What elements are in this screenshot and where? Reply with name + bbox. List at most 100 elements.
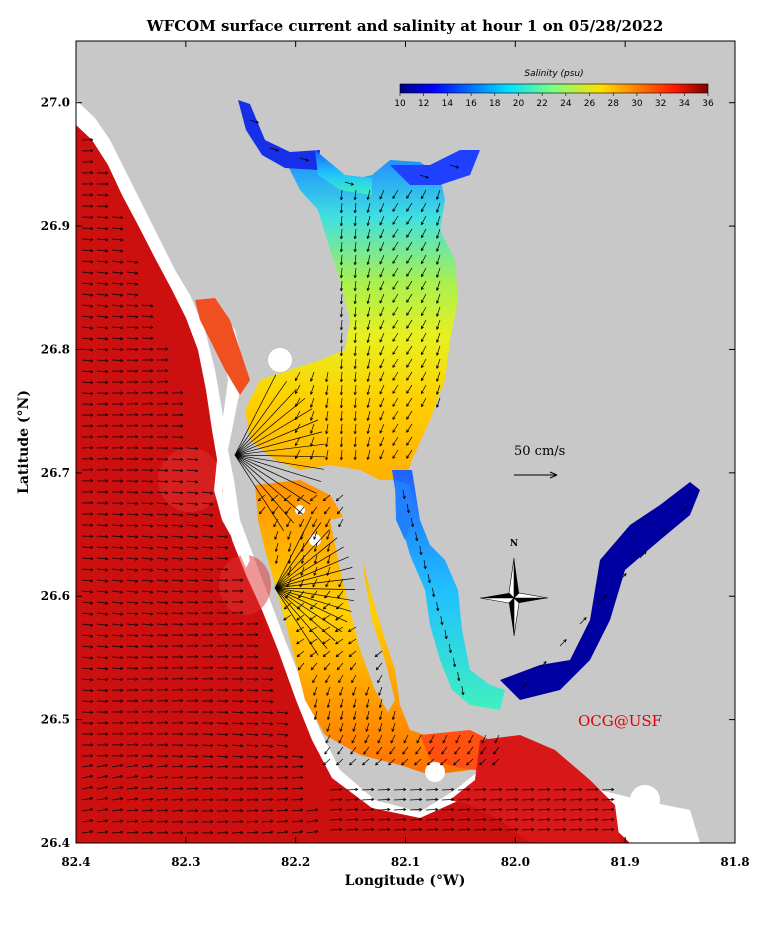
colorbar-tick-label: 36: [702, 99, 714, 109]
current-vector: [231, 798, 244, 802]
current-vector: [81, 763, 94, 768]
current-vector: [409, 787, 423, 792]
estuary-channel: [395, 480, 414, 540]
current-vector: [126, 424, 139, 428]
current-vector: [141, 721, 154, 725]
current-vector: [274, 587, 356, 590]
current-vector: [392, 410, 399, 420]
current-vector: [157, 347, 169, 351]
current-vector: [81, 315, 94, 319]
current-vector: [141, 380, 154, 384]
current-vector: [287, 530, 292, 540]
current-vector: [141, 786, 154, 790]
current-vector: [141, 699, 154, 703]
current-vector: [171, 568, 184, 572]
current-vector: [457, 787, 471, 792]
y-tick-label: 26.5: [41, 713, 70, 727]
current-vector: [379, 332, 385, 343]
current-vector: [81, 623, 94, 627]
current-vector: [186, 600, 199, 605]
current-vector: [246, 798, 259, 802]
current-vector: [392, 319, 399, 329]
current-vector: [231, 776, 244, 780]
current-vector: [428, 746, 435, 755]
current-vector: [111, 819, 124, 823]
current-vector: [141, 743, 154, 747]
current-vector: [440, 758, 448, 766]
current-vector: [353, 345, 357, 357]
current-vector: [569, 827, 583, 832]
current-vector: [249, 119, 259, 124]
current-vector: [81, 138, 94, 142]
current-vector: [231, 611, 244, 615]
current-vector: [406, 280, 413, 290]
current-vector: [585, 817, 599, 822]
current-vector: [325, 734, 331, 744]
x-tick-label: 81.9: [611, 855, 640, 869]
current-vector: [329, 817, 343, 822]
current-vector: [141, 314, 154, 319]
current-vector: [126, 546, 139, 550]
colorbar-tick-label: 28: [608, 99, 620, 109]
current-vector: [126, 282, 139, 286]
peace-river-lower: [315, 150, 372, 195]
current-vector: [392, 215, 399, 225]
current-vector: [436, 241, 441, 252]
current-vector: [81, 391, 94, 396]
current-vector: [406, 332, 413, 342]
current-vector: [601, 797, 615, 802]
current-vector: [313, 530, 318, 540]
current-vector: [420, 241, 427, 252]
current-vector: [141, 775, 154, 779]
x-tick-label: 82.1: [391, 855, 420, 869]
current-vector: [420, 202, 427, 213]
current-vector: [216, 622, 229, 626]
current-vector: [276, 744, 289, 748]
current-vector: [111, 501, 124, 505]
current-vector: [96, 523, 109, 527]
current-vector: [156, 502, 169, 506]
current-vector: [419, 174, 429, 179]
current-vector: [246, 765, 259, 769]
current-vector: [201, 764, 214, 769]
current-vector: [365, 698, 370, 708]
current-vector: [361, 807, 375, 812]
compass-point: [514, 558, 519, 598]
current-vector: [96, 667, 109, 671]
current-vector: [392, 332, 399, 342]
current-vector: [234, 454, 322, 482]
current-vector: [201, 743, 214, 748]
current-vector: [186, 491, 199, 495]
current-vector: [111, 830, 124, 834]
current-vector: [216, 535, 229, 539]
current-vector: [261, 755, 274, 759]
current-vector: [126, 754, 139, 758]
current-vector: [126, 808, 139, 812]
current-vector: [276, 776, 289, 780]
current-vector: [353, 384, 357, 396]
current-vector: [392, 306, 399, 316]
current-vector: [126, 535, 139, 539]
current-vector: [141, 413, 154, 417]
current-vector: [365, 722, 370, 732]
y-tick-label: 26.8: [41, 342, 70, 356]
current-vector: [171, 600, 184, 605]
current-vector: [323, 758, 331, 766]
current-vector: [339, 384, 344, 396]
current-vector: [126, 677, 139, 681]
current-vector: [379, 280, 385, 291]
current-vector: [414, 758, 422, 766]
current-vector: [186, 798, 199, 802]
current-vector: [81, 523, 94, 527]
current-vector: [186, 568, 199, 572]
current-vector: [345, 807, 359, 812]
current-vector: [126, 601, 139, 605]
current-vector: [96, 424, 109, 428]
current-vector: [201, 820, 214, 824]
compass-point: [513, 592, 549, 599]
current-vector: [585, 827, 599, 832]
current-vector: [171, 831, 184, 835]
current-vector: [141, 666, 154, 670]
current-vector: [457, 807, 471, 812]
colorbar-tick-label: 32: [655, 99, 666, 109]
